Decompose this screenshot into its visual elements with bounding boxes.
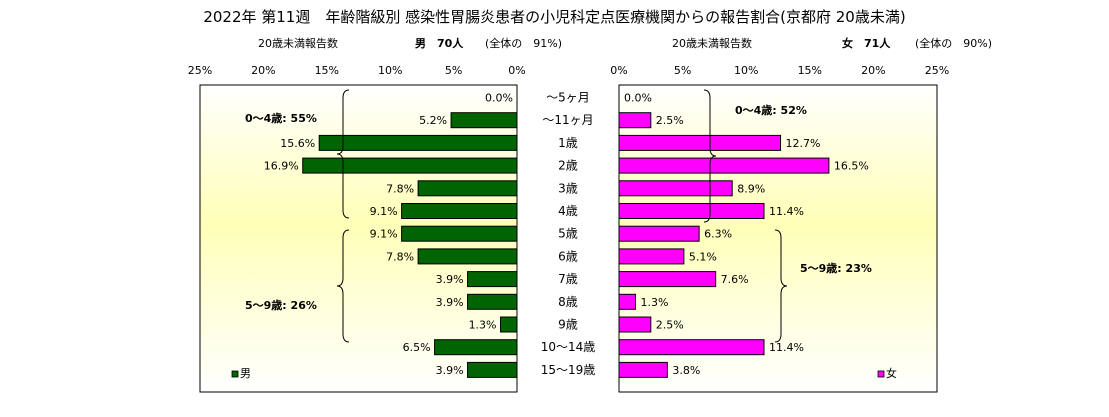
male-bar: [318, 134, 518, 151]
female-bar: [618, 180, 733, 197]
female-bar: [618, 112, 652, 129]
male-bar-value-label: 3.9%: [436, 296, 464, 309]
male-bar-value-label: 9.1%: [370, 205, 398, 218]
female-brace-0-4: [703, 89, 717, 223]
female-bar: [618, 361, 668, 378]
female-bar: [618, 225, 700, 242]
male-count: 男 70人: [415, 37, 464, 50]
category-label: 15～19歳: [541, 363, 596, 377]
male-x-tick-label: 5%: [445, 64, 462, 77]
female-x-tick-label: 0%: [610, 64, 627, 77]
male-bar: [434, 339, 518, 356]
male-bar: [467, 271, 518, 288]
female-legend-swatch: [877, 370, 885, 378]
female-bar: [618, 157, 830, 174]
female-bar: [618, 316, 652, 333]
female-bar-value-label: 8.9%: [737, 182, 765, 195]
female-x-tick-label: 5%: [674, 64, 691, 77]
female-bar: [618, 339, 765, 356]
female-x-tick-label: 10%: [734, 64, 758, 77]
female-bar: [618, 271, 717, 288]
male-bar-value-label: 16.9%: [264, 160, 299, 173]
category-label: 8歳: [558, 295, 578, 309]
male-bar: [302, 157, 518, 174]
male-x-tick-label: 25%: [188, 64, 212, 77]
male-bar: [467, 361, 518, 378]
male-bar: [401, 203, 518, 219]
category-label: 6歳: [558, 249, 578, 263]
female-bar-value-label: 6.3%: [704, 228, 732, 241]
male-bar-value-label: 1.3%: [469, 319, 497, 332]
female-bar-value-label: 2.5%: [656, 319, 684, 332]
female-bar-value-label: 12.7%: [786, 137, 821, 150]
female-bar-value-label: 5.1%: [689, 250, 717, 263]
female-bar-value-label: 11.4%: [769, 341, 804, 354]
category-label: 9歳: [558, 318, 578, 332]
category-label: 1歳: [558, 136, 578, 150]
female-bar: [618, 293, 637, 310]
male-bar: [467, 293, 518, 310]
male-bar-value-label: 3.9%: [436, 364, 464, 377]
male-brace-0-4: [336, 89, 350, 219]
male-bar: [450, 112, 518, 129]
female-brace-5-9: [774, 229, 788, 343]
male-x-tick-label: 0%: [508, 64, 525, 77]
female-bar: [618, 203, 765, 219]
category-label: 10～14歳: [541, 340, 596, 354]
category-label: ～11ヶ月: [542, 113, 593, 127]
female-bar-value-label: 16.5%: [834, 160, 869, 173]
male-count-label: 20歳未満報告数: [258, 37, 338, 50]
male-x-tick-label: 10%: [378, 64, 402, 77]
female-bar: [618, 248, 685, 265]
female-bar-value-label: 2.5%: [656, 114, 684, 127]
male-bar-value-label: 7.8%: [386, 250, 414, 263]
female-x-tick-label: 15%: [798, 64, 822, 77]
female-bar-value-label: 11.4%: [769, 205, 804, 218]
category-label: ～5ヶ月: [546, 91, 590, 105]
female-bar: [618, 134, 782, 151]
male-x-tick-label: 15%: [315, 64, 339, 77]
female-bar-value-label: 0.0%: [624, 92, 652, 105]
female-x-tick-label: 25%: [925, 64, 949, 77]
category-label: 3歳: [558, 181, 578, 195]
male-bar-value-label: 0.0%: [485, 92, 513, 105]
male-annotation-5-9: 5～9歳: 26%: [245, 298, 317, 312]
male-bar-value-label: 6.5%: [403, 341, 431, 354]
male-annotation-0-4: 0～4歳: 55%: [245, 111, 317, 125]
male-share: (全体の 91%): [485, 37, 563, 50]
male-bar-value-label: 9.1%: [370, 228, 398, 241]
category-label: 2歳: [558, 159, 578, 173]
male-legend-swatch: [231, 370, 239, 378]
male-bar: [417, 180, 518, 197]
male-bar-value-label: 15.6%: [280, 137, 315, 150]
female-bar-value-label: 3.8%: [672, 364, 700, 377]
female-bar-value-label: 7.6%: [721, 273, 749, 286]
female-share: (全体の 90%): [915, 37, 993, 50]
male-bar: [401, 225, 518, 242]
female-count: 女 71人: [842, 37, 891, 50]
category-label: 7歳: [558, 272, 578, 286]
male-brace-5-9: [336, 229, 350, 343]
female-count-label: 20歳未満報告数: [672, 37, 752, 50]
female-legend-label: 女: [886, 366, 897, 380]
category-label: 5歳: [558, 227, 578, 241]
female-x-tick-label: 20%: [861, 64, 885, 77]
male-legend-label: 男: [240, 367, 251, 380]
chart-title: 2022年 第11週 年齢階級別 感染性胃腸炎患者の小児科定点医療機関からの報告…: [203, 8, 906, 26]
male-bar-value-label: 5.2%: [419, 114, 447, 127]
female-bar-value-label: 1.3%: [641, 296, 669, 309]
male-bar: [417, 248, 518, 265]
male-bar-value-label: 3.9%: [436, 273, 464, 286]
male-bar: [500, 316, 518, 333]
female-annotation-0-4: 0～4歳: 52%: [735, 103, 807, 117]
male-x-tick-label: 20%: [251, 64, 275, 77]
male-bar-value-label: 7.8%: [386, 182, 414, 195]
category-label: 4歳: [558, 204, 578, 218]
female-annotation-5-9: 5～9歳: 23%: [800, 261, 872, 275]
